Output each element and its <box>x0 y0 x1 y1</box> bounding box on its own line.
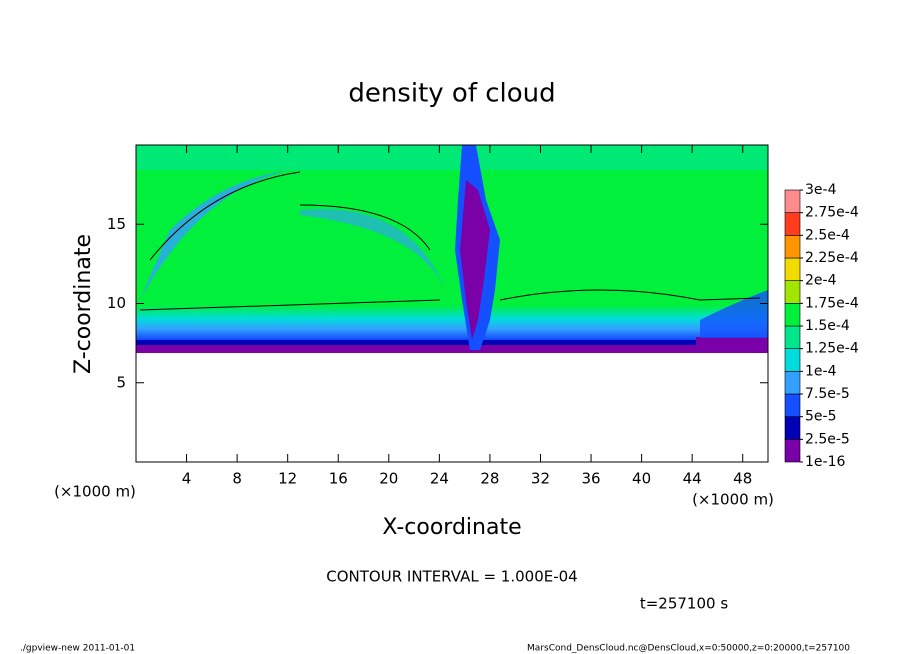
colorbar-label: 1.5e-4 <box>805 318 850 334</box>
x-tick-label: 48 <box>733 470 752 488</box>
x-tick-label: 24 <box>430 470 449 488</box>
colorbar-label: 1.75e-4 <box>805 295 859 311</box>
x-tick-label: 36 <box>581 470 600 488</box>
colorbar-swatch <box>784 235 801 259</box>
colorbar-swatch <box>784 280 801 304</box>
contour-line <box>149 171 431 261</box>
colorbar-label: 2e-4 <box>805 273 837 289</box>
colorbar-swatch <box>784 257 801 281</box>
colorbar-label: 1e-16 <box>805 454 845 470</box>
contour-line <box>139 289 761 311</box>
field-fill <box>136 305 768 345</box>
colorbar-label: 1e-4 <box>805 363 837 379</box>
y-axis-label: Z-coordinate <box>71 234 96 374</box>
colorbar-label: 1.25e-4 <box>805 341 859 357</box>
x-unit: (×1000 m) <box>692 491 774 509</box>
y-tick-label: 15 <box>107 215 126 233</box>
colorbar-label: 5e-5 <box>805 409 836 425</box>
field-fill <box>136 145 768 170</box>
annotation: CONTOUR INTERVAL = 1.000E-04 <box>326 568 577 586</box>
colorbar-label: 3e-4 <box>805 182 837 198</box>
field-fill <box>136 345 696 353</box>
colorbar-label: 2.75e-4 <box>805 205 859 221</box>
x-tick-label: 20 <box>379 470 398 488</box>
colorbar-swatch <box>784 303 801 327</box>
colorbar-label: 2.5e-5 <box>805 431 850 447</box>
colorbar-swatch <box>784 212 801 236</box>
x-tick-label: 12 <box>278 470 297 488</box>
colorbar-label: 7.5e-5 <box>805 386 850 402</box>
x-tick-label: 8 <box>232 470 242 488</box>
field-fill <box>136 145 768 315</box>
x-tick-label: 28 <box>480 470 499 488</box>
colorbar-swatch <box>784 416 801 440</box>
chart-title: density of cloud <box>348 79 555 109</box>
field-fill <box>136 340 768 346</box>
field-fill <box>140 170 290 300</box>
colorbar-swatch <box>784 393 801 417</box>
annotation: t=257100 s <box>640 595 728 613</box>
field-fill <box>460 180 490 340</box>
colorbar-swatch <box>784 325 801 349</box>
footer: ./gpview-new 2011-01-01 <box>20 644 135 654</box>
colorbar-label: 2.25e-4 <box>805 250 859 266</box>
field-fill <box>696 337 768 353</box>
field-fill <box>700 290 768 338</box>
x-tick-label: 32 <box>531 470 550 488</box>
field <box>136 145 768 353</box>
x-tick-label: 40 <box>632 470 651 488</box>
field-fill <box>300 209 445 290</box>
x-unit: (×1000 m) <box>54 483 136 501</box>
x-tick-label: 16 <box>329 470 348 488</box>
y-tick-label: 10 <box>107 294 126 312</box>
colorbar-label: 2.5e-4 <box>805 227 850 243</box>
colorbar-swatch <box>784 439 801 463</box>
y-tick-label: 5 <box>116 373 126 391</box>
colorbar-swatch <box>784 371 801 395</box>
colorbar-swatch <box>784 189 801 213</box>
x-tick-label: 4 <box>182 470 192 488</box>
footer: MarsCond_DensCloud.nc@DensCloud,x=0:5000… <box>527 644 850 654</box>
x-tick-label: 44 <box>683 470 702 488</box>
x-axis-label: X-coordinate <box>382 515 521 540</box>
colorbar-swatch <box>784 348 801 372</box>
